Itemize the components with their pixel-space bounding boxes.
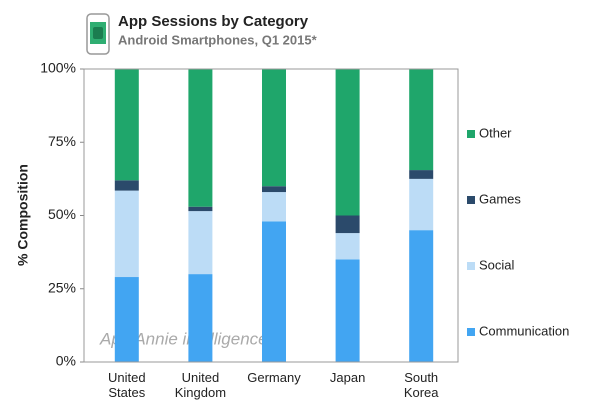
x-tick-label: United States [108,370,146,400]
bar-segment [335,233,360,260]
bar-segment [409,170,434,179]
bar-segment [409,230,434,362]
legend-marker [467,328,475,336]
y-tick-label: 50% [48,206,76,222]
legend-marker [467,196,475,204]
chart-subtitle: Android Smartphones, Q1 2015* [118,32,318,47]
bar-segment [114,69,139,181]
bar-segment [188,274,213,362]
bar-segment [409,178,434,231]
bar-segment [262,69,286,187]
x-tick-label: United Kingdom [174,370,227,400]
x-tick-label: Japan [329,370,366,385]
bar-segment [262,192,286,222]
legend-label: Social [479,257,515,272]
bar-segment [188,206,213,212]
bar-segment [335,215,360,234]
watermark: App Annie intelligence [99,329,268,348]
bar-segment [114,277,139,362]
bar-segment [335,259,360,362]
bar-segment [409,69,434,171]
y-tick-label: 0% [56,353,76,369]
bar-segment [188,211,213,275]
legend-marker [467,130,475,138]
bar-segment [335,69,360,216]
bar-segment [114,190,139,278]
x-tick-label: South Korea [403,370,439,400]
y-tick-label: 75% [48,133,76,149]
chart-title: App Sessions by Category [118,13,309,30]
plot-frame [83,68,459,363]
x-tick-label: Germany [247,370,301,385]
y-axis-label: % Composition [15,164,31,266]
bar-segment [188,69,213,207]
legend-label: Other [479,125,512,140]
legend-marker [467,262,475,270]
legend-label: Communication [479,323,569,338]
legend-label: Games [479,191,521,206]
bar-segment [114,180,139,191]
phone-icon [86,13,110,55]
y-tick-label: 25% [48,279,76,295]
bar-segment [262,186,286,193]
y-tick-label: 100% [40,60,76,76]
bar-segment [262,221,286,362]
